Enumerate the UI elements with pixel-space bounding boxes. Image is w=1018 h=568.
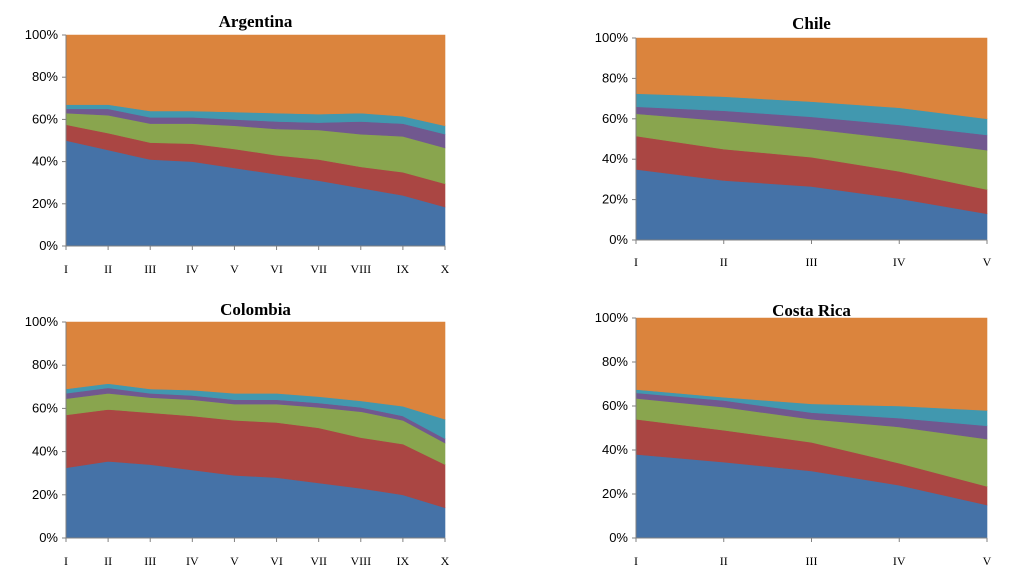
x-tick-label: VII — [310, 554, 327, 568]
x-tick-label: X — [441, 554, 450, 568]
chart-argentina: 0%20%40%60%80%100%I II III IV V VI VII VIII IX XA… — [25, 12, 450, 276]
y-tick-label: 20% — [32, 196, 58, 211]
chart-colombia: 0%20%40%60%80%100%I II III IV V VI VII VIII IX XC… — [25, 300, 450, 568]
x-tick-label: IV — [186, 554, 199, 568]
y-tick-label: 100% — [595, 310, 629, 325]
x-tick-label: V — [230, 262, 239, 276]
y-tick-label: 20% — [602, 192, 628, 207]
y-tick-label: 80% — [32, 69, 58, 84]
x-tick-label: I — [64, 554, 68, 568]
x-tick-label: VIII — [350, 554, 371, 568]
y-tick-label: 40% — [32, 154, 58, 169]
area-series-6 — [65, 34, 446, 127]
y-tick-label: 80% — [602, 70, 628, 85]
y-tick-label: 20% — [32, 487, 58, 502]
x-tick-label: I — [634, 554, 638, 568]
x-tick-label: III — [806, 255, 818, 269]
x-tick-label: VI — [270, 262, 283, 276]
y-tick-label: 40% — [602, 442, 628, 457]
x-tick-label: I — [634, 255, 638, 269]
area-series-6 — [65, 321, 446, 420]
chart-panel-chile: 0% 20% 40% 60% 80% 100% I II III IV V Chile — [570, 0, 1018, 284]
y-tick-label: 20% — [602, 486, 628, 501]
x-tick-label: IV — [893, 255, 906, 269]
x-tick-label: II — [720, 255, 728, 269]
chart-title: Colombia — [220, 300, 291, 319]
y-tick-label: 80% — [32, 357, 58, 372]
y-tick-label: 0% — [39, 530, 58, 545]
y-tick-label: 60% — [32, 111, 58, 126]
y-tick-label: 60% — [602, 111, 628, 126]
x-tick-label: III — [806, 554, 818, 568]
x-tick-label: II — [104, 262, 112, 276]
chart-panel-costa-rica: 0% 20% 40% 60% 80% 100% I II III IV V Costa Rica — [570, 284, 1018, 568]
x-tick-label: IX — [397, 554, 410, 568]
y-tick-label: 100% — [25, 27, 59, 42]
y-tick-label: 100% — [25, 314, 59, 329]
chart-title: Chile — [792, 14, 831, 33]
y-tick-label: 60% — [32, 400, 58, 415]
x-tick-label: VI — [270, 554, 283, 568]
y-tick-label: 40% — [32, 444, 58, 459]
y-tick-label: 40% — [602, 151, 628, 166]
x-tick-label: IV — [186, 262, 199, 276]
y-tick-label: 80% — [602, 354, 628, 369]
area-series-6 — [635, 37, 988, 120]
y-tick-label: 100% — [595, 30, 629, 45]
x-tick-label: II — [720, 554, 728, 568]
x-tick-label: VII — [310, 262, 327, 276]
x-tick-label: V — [230, 554, 239, 568]
x-tick-label: III — [144, 262, 156, 276]
y-tick-label: 60% — [602, 398, 628, 413]
y-tick-label: 0% — [39, 238, 58, 253]
y-tick-label: 0% — [609, 232, 628, 247]
x-tick-label: I — [64, 262, 68, 276]
x-tick-label: V — [983, 255, 992, 269]
area-series-6 — [635, 317, 988, 411]
x-tick-label: II — [104, 554, 112, 568]
chart-title: Argentina — [219, 12, 293, 31]
x-tick-label: V — [983, 554, 992, 568]
x-tick-label: X — [441, 262, 450, 276]
chart-title: Costa Rica — [772, 301, 851, 320]
x-tick-label: IX — [397, 262, 410, 276]
chart-panel-colombia: 0% 20% 40% 60% 80% 100% I II III IV V VI VII VIII IX X C… — [0, 284, 460, 568]
y-tick-label: 0% — [609, 530, 628, 545]
x-tick-label: III — [144, 554, 156, 568]
chart-panel-argentina: 0% 20% 40% 60% 80% 100% I II III IV V VI VII VIII IX X A… — [0, 0, 460, 284]
x-tick-label: IV — [893, 554, 906, 568]
x-tick-label: VIII — [350, 262, 371, 276]
